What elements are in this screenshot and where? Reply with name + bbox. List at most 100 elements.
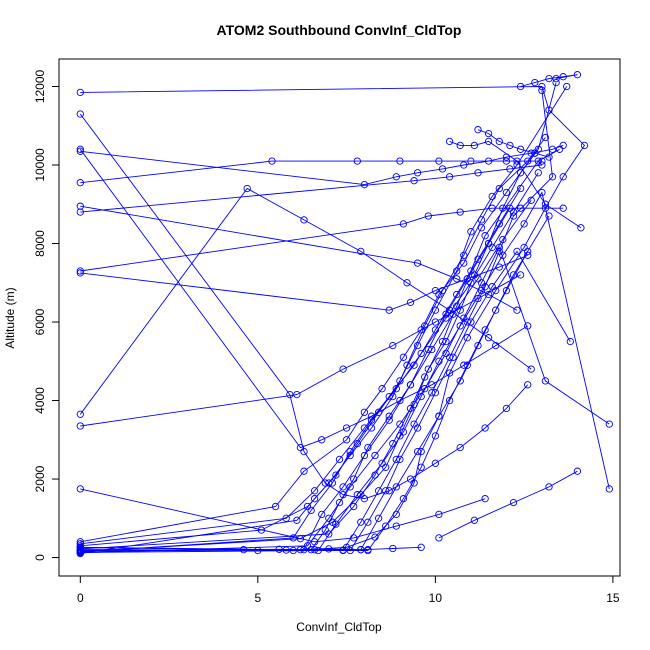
series-line [243,546,422,551]
data-point [350,502,358,511]
data-point [307,506,315,515]
data-point [431,318,440,326]
y-axis: 0 2000 4000 6000 8000 10000 12000 [33,69,59,561]
data-point [431,459,440,467]
data-point [371,451,379,460]
data-point [456,443,464,452]
data-point [385,392,393,401]
series-line [80,160,542,184]
data-point [335,498,344,507]
data-point [417,349,425,358]
series-line [80,488,486,543]
data-point [325,530,333,538]
data-point [360,451,369,460]
data-point [328,479,337,487]
data-point [399,495,408,503]
data-point [424,345,432,354]
series-9 [76,204,514,555]
data-point [495,263,503,271]
data-point [417,463,425,471]
x-tick-label: 5 [254,591,261,605]
data-point [282,514,290,522]
data-point [481,283,489,291]
data-point [374,408,383,416]
series-line [80,191,610,553]
data-point [548,173,557,181]
data-point [293,516,301,524]
data-point [392,483,400,491]
x-tick-label: 10 [429,591,443,605]
data-point [495,137,503,146]
data-point [413,169,422,177]
data-point [559,204,567,212]
series-17 [76,141,567,189]
series-20 [76,204,567,275]
data-point [520,243,528,252]
data-point [474,126,482,134]
data-point [559,73,567,81]
y-tick-label: 8000 [33,230,47,257]
data-point [516,184,525,193]
series-line [80,82,557,553]
y-tick-label: 2000 [33,465,47,492]
series-18 [76,157,546,187]
data-point [488,192,496,201]
data-point [527,365,535,373]
y-tick-label: 10000 [33,148,47,182]
data-point [424,212,432,220]
data-point [481,232,489,240]
data-point [342,436,351,444]
series-line [257,549,368,551]
data-point [310,487,319,495]
series-14 [76,169,542,556]
data-point [321,479,329,487]
data-point [413,259,422,267]
data-point [538,82,546,91]
data-point [453,267,461,275]
data-point [421,373,429,381]
data-point [484,334,493,342]
data-point [456,208,464,216]
series-line [80,148,560,550]
data-point [318,510,326,519]
data-point [509,498,518,507]
data-point [460,161,468,169]
data-point [325,514,333,522]
data-point [481,424,489,432]
data-point [399,353,408,361]
data-point [346,447,354,456]
data-point [445,173,454,181]
data-point [513,157,521,165]
data-point [293,390,301,399]
data-point [552,78,560,87]
data-point [406,381,415,389]
data-point [435,534,443,542]
data-point [516,169,525,177]
data-point [346,546,354,555]
y-axis-label: Altitude (m) [3,287,17,348]
data-point [516,145,525,153]
data-point [364,546,372,554]
data-point [460,361,468,369]
data-point [445,369,454,377]
data-point [541,133,550,142]
data-point [353,157,361,165]
data-point [310,538,319,546]
data-point [410,177,418,185]
data-point [534,169,542,177]
data-point [527,196,535,204]
data-point [76,145,84,153]
data-point [467,267,475,275]
data-point [506,165,514,173]
data-point [296,443,305,452]
series-33 [254,546,372,555]
data-point [481,326,489,334]
data-point [442,349,450,358]
data-point [566,337,574,346]
data-point [520,220,528,228]
data-point [467,228,475,236]
series-27 [76,485,489,546]
series-24 [76,110,532,503]
data-point [573,71,582,79]
